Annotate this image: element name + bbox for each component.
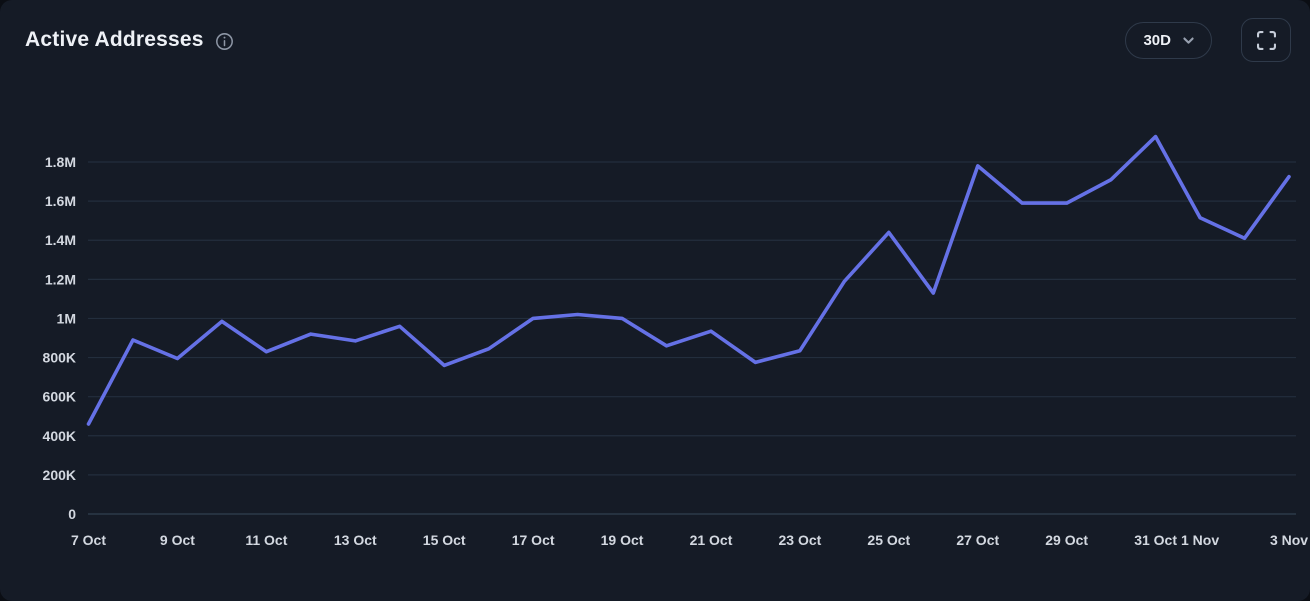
header-controls: 30D (1125, 18, 1291, 62)
fullscreen-button[interactable] (1241, 18, 1291, 62)
page-title: Active Addresses (25, 28, 204, 51)
x-tick-label: 23 Oct (779, 532, 822, 548)
title-row: Active Addresses (25, 28, 234, 52)
x-tick-label: 7 Oct (71, 532, 106, 548)
y-tick-label: 1.4M (45, 232, 76, 248)
x-tick-label: 13 Oct (334, 532, 377, 548)
x-tick-label: 17 Oct (512, 532, 555, 548)
fullscreen-icon (1256, 30, 1276, 50)
info-icon[interactable] (215, 32, 234, 51)
x-tick-label: 31 Oct (1134, 532, 1177, 548)
y-tick-label: 0 (68, 506, 76, 522)
y-tick-label: 400K (43, 428, 76, 444)
y-tick-label: 1.8M (45, 154, 76, 170)
x-tick-label: 11 Oct (245, 532, 287, 548)
y-tick-label: 1M (57, 310, 76, 326)
y-tick-label: 1.6M (45, 193, 76, 209)
range-selector-button[interactable]: 30D (1125, 21, 1212, 59)
x-tick-label: 1 Nov (1181, 532, 1219, 548)
x-tick-label: 15 Oct (423, 532, 466, 548)
card-header: Active Addresses 30D (0, 0, 1310, 62)
series-line (86, 134, 1291, 426)
x-tick-label: 19 Oct (601, 532, 644, 548)
y-tick-label: 200K (43, 467, 76, 483)
x-tick-label: 9 Oct (160, 532, 195, 548)
x-tick-label: 25 Oct (867, 532, 910, 548)
x-tick-label: 27 Oct (956, 532, 999, 548)
chevron-down-icon (1181, 33, 1196, 48)
y-tick-label: 1.2M (45, 271, 76, 287)
x-tick-label: 29 Oct (1045, 532, 1088, 548)
y-tick-label: 600K (43, 389, 76, 405)
x-tick-label: 3 Nov (1270, 532, 1308, 548)
y-tick-label: 800K (43, 350, 76, 366)
range-selector-value: 30D (1143, 31, 1171, 49)
x-tick-label: 21 Oct (690, 532, 733, 548)
